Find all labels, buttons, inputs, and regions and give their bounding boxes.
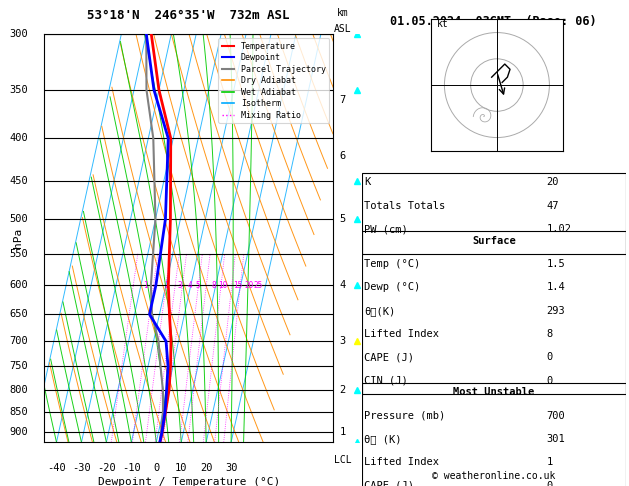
Text: 5: 5 [340, 214, 346, 224]
Text: 0: 0 [153, 463, 159, 473]
Text: 450: 450 [9, 176, 28, 186]
Text: 350: 350 [9, 85, 28, 95]
Text: 500: 500 [9, 214, 28, 224]
Text: 1.4: 1.4 [547, 282, 565, 293]
Text: 7: 7 [340, 95, 346, 105]
Text: 850: 850 [9, 407, 28, 417]
Text: 0: 0 [547, 352, 553, 363]
Text: Surface: Surface [472, 236, 516, 246]
Text: 8: 8 [212, 281, 216, 290]
Text: -10: -10 [122, 463, 141, 473]
Text: LCL: LCL [334, 454, 352, 465]
Text: PW (cm): PW (cm) [364, 224, 408, 234]
Text: 0: 0 [547, 481, 553, 486]
Text: 30: 30 [225, 463, 237, 473]
Text: ASL: ASL [334, 24, 352, 34]
Text: 600: 600 [9, 280, 28, 290]
Text: 10: 10 [218, 281, 227, 290]
Text: Lifted Index: Lifted Index [364, 329, 439, 339]
Text: θᴇ (K): θᴇ (K) [364, 434, 402, 444]
Text: K: K [364, 177, 370, 188]
Text: 53°18'N  246°35'W  732m ASL: 53°18'N 246°35'W 732m ASL [87, 9, 290, 22]
Text: 1.5: 1.5 [547, 259, 565, 269]
Text: 15: 15 [233, 281, 243, 290]
Text: CAPE (J): CAPE (J) [364, 352, 415, 363]
Text: 700: 700 [9, 336, 28, 346]
Text: 1: 1 [340, 427, 346, 437]
Text: 01.05.2024  03GMT  (Base: 06): 01.05.2024 03GMT (Base: 06) [391, 15, 597, 28]
Text: kt: kt [437, 19, 448, 29]
Text: 3: 3 [177, 281, 182, 290]
Text: hPa: hPa [13, 228, 23, 248]
Text: 293: 293 [547, 306, 565, 316]
Text: θᴇ(K): θᴇ(K) [364, 306, 396, 316]
Text: 550: 550 [9, 249, 28, 259]
Text: 20: 20 [200, 463, 213, 473]
Legend: Temperature, Dewpoint, Parcel Trajectory, Dry Adiabat, Wet Adiabat, Isotherm, Mi: Temperature, Dewpoint, Parcel Trajectory… [218, 38, 329, 123]
Text: -30: -30 [72, 463, 91, 473]
Text: Totals Totals: Totals Totals [364, 201, 445, 211]
Text: 20: 20 [547, 177, 559, 188]
Text: CAPE (J): CAPE (J) [364, 481, 415, 486]
Text: 5: 5 [195, 281, 199, 290]
Text: Lifted Index: Lifted Index [364, 457, 439, 468]
Text: 750: 750 [9, 361, 28, 371]
Text: Temp (°C): Temp (°C) [364, 259, 421, 269]
Text: 650: 650 [9, 310, 28, 319]
Text: 6: 6 [340, 151, 346, 161]
Text: CIN (J): CIN (J) [364, 376, 408, 386]
Text: 300: 300 [9, 29, 28, 39]
Text: 8: 8 [547, 329, 553, 339]
Text: 1: 1 [547, 457, 553, 468]
Text: 25: 25 [253, 281, 263, 290]
Text: 1.02: 1.02 [547, 224, 572, 234]
Text: km: km [337, 8, 348, 17]
Text: 700: 700 [547, 411, 565, 421]
Text: 47: 47 [547, 201, 559, 211]
Text: © weatheronline.co.uk: © weatheronline.co.uk [432, 471, 555, 481]
Text: 3: 3 [340, 336, 346, 346]
Text: 400: 400 [9, 133, 28, 143]
Text: Pressure (mb): Pressure (mb) [364, 411, 445, 421]
Text: 800: 800 [9, 384, 28, 395]
Text: 2: 2 [340, 384, 346, 395]
Text: 0: 0 [547, 376, 553, 386]
Text: 900: 900 [9, 427, 28, 437]
Text: 4: 4 [340, 280, 346, 290]
Text: -40: -40 [47, 463, 66, 473]
Text: 20: 20 [245, 281, 254, 290]
Text: Dewpoint / Temperature (°C): Dewpoint / Temperature (°C) [97, 477, 280, 486]
Text: 2: 2 [165, 281, 169, 290]
Text: 10: 10 [175, 463, 187, 473]
Text: Most Unstable: Most Unstable [453, 387, 535, 398]
Text: Dewp (°C): Dewp (°C) [364, 282, 421, 293]
Text: 4: 4 [187, 281, 192, 290]
Text: -20: -20 [97, 463, 116, 473]
Text: 1: 1 [143, 281, 148, 290]
Text: 301: 301 [547, 434, 565, 444]
